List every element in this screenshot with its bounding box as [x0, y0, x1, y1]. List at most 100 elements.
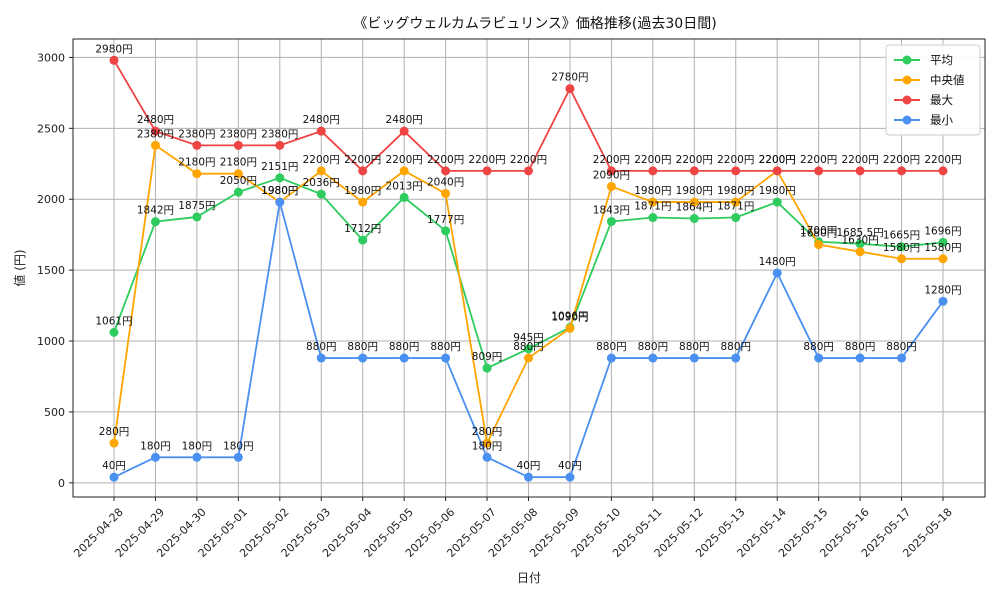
data-label: 1665円 [883, 230, 920, 242]
data-label: 880円 [306, 341, 337, 353]
data-label: 2200円 [468, 154, 505, 166]
data-label: 880円 [347, 341, 378, 353]
data-point [772, 268, 782, 278]
data-label: 2380円 [261, 128, 298, 140]
data-point [399, 126, 409, 136]
data-point [150, 452, 160, 462]
data-point [441, 189, 451, 199]
data-label: 40円 [558, 460, 582, 472]
data-labels: 1061円 1842円 1875円 2050円 2151円 2036円 1712円 2013円… [95, 43, 961, 472]
data-label: 880円 [638, 341, 669, 353]
data-label: 280円 [472, 426, 503, 438]
data-point [524, 166, 533, 176]
data-label: 1777円 [427, 214, 464, 226]
data-label: 40円 [102, 460, 126, 472]
data-label: 880円 [513, 341, 544, 353]
series-3 [109, 55, 948, 176]
data-point [648, 353, 658, 363]
data-point [606, 353, 616, 363]
data-point [565, 323, 575, 333]
data-point [233, 169, 243, 179]
data-point [689, 166, 699, 176]
data-label: 1096円 [551, 310, 588, 322]
series-4 [109, 197, 948, 482]
data-point [109, 472, 119, 482]
data-label: 2200円 [759, 154, 796, 166]
data-label: 809円 [472, 351, 503, 363]
data-point [150, 217, 160, 227]
data-point [482, 452, 492, 462]
data-point [606, 166, 616, 176]
legend-marker [902, 95, 912, 105]
data-label: 2780円 [551, 72, 588, 84]
data-point [731, 166, 741, 176]
data-label: 40円 [517, 460, 541, 472]
data-point [855, 247, 865, 257]
legend-label: 最大 [930, 93, 953, 107]
data-label: 180円 [182, 440, 213, 452]
data-label: 180円 [140, 440, 171, 452]
data-point [233, 187, 243, 197]
y-tick-label: 2500 [37, 122, 65, 135]
data-point [358, 197, 368, 207]
data-point [938, 166, 948, 176]
data-label: 1864円 [676, 202, 713, 214]
y-tick-label: 1500 [37, 264, 65, 277]
data-point [524, 344, 533, 354]
data-point [855, 353, 865, 363]
data-point [897, 242, 907, 252]
data-point [192, 169, 202, 179]
data-point [524, 472, 533, 482]
legend-item: 中央値 [894, 73, 965, 87]
data-point [814, 353, 824, 363]
data-point [897, 166, 907, 176]
data-label: 945円 [513, 332, 544, 344]
legend-marker [902, 115, 912, 125]
legend-item: 最大 [894, 93, 953, 107]
data-point [938, 296, 948, 306]
data-label: 1843円 [593, 204, 630, 216]
data-label: 1875円 [178, 200, 215, 212]
data-point [938, 237, 948, 247]
data-point [275, 197, 285, 207]
data-point [689, 353, 699, 363]
data-label: 2050円 [220, 175, 257, 187]
data-point [316, 126, 326, 136]
y-tick-label: 0 [58, 477, 65, 490]
data-point [150, 126, 160, 136]
data-label: 2036円 [303, 177, 340, 189]
legend-item: 平均 [894, 53, 953, 67]
data-point [316, 189, 326, 199]
data-label: 1580円 [883, 242, 920, 254]
chart-title: 《ビッグウェルカムラビュリンス》価格推移(過去30日間) [353, 16, 716, 32]
data-point [358, 235, 368, 245]
data-point [648, 213, 658, 223]
series-2 [109, 140, 948, 448]
data-point [814, 166, 824, 176]
y-tick-label: 500 [44, 406, 65, 419]
data-label: 1980円 [717, 185, 754, 197]
x-axis-title: 日付 [517, 571, 541, 585]
data-label: 2180円 [178, 157, 215, 169]
data-point [897, 353, 907, 363]
data-point [606, 216, 616, 226]
data-point [275, 173, 285, 183]
data-label: 2480円 [137, 114, 174, 126]
data-point [316, 166, 326, 176]
data-label: 280円 [99, 426, 130, 438]
data-label: 2200円 [717, 154, 754, 166]
data-label: 880円 [803, 341, 834, 353]
data-point [565, 472, 575, 482]
data-label: 880円 [845, 341, 876, 353]
data-point [441, 166, 451, 176]
data-label: 1980円 [344, 185, 381, 197]
data-label: 1980円 [676, 185, 713, 197]
y-tick-label: 3000 [37, 51, 65, 64]
data-label: 2200円 [593, 154, 630, 166]
data-label: 880円 [389, 341, 420, 353]
data-point [731, 353, 741, 363]
data-point [109, 438, 119, 448]
data-point [358, 353, 368, 363]
data-label: 2200円 [924, 154, 961, 166]
